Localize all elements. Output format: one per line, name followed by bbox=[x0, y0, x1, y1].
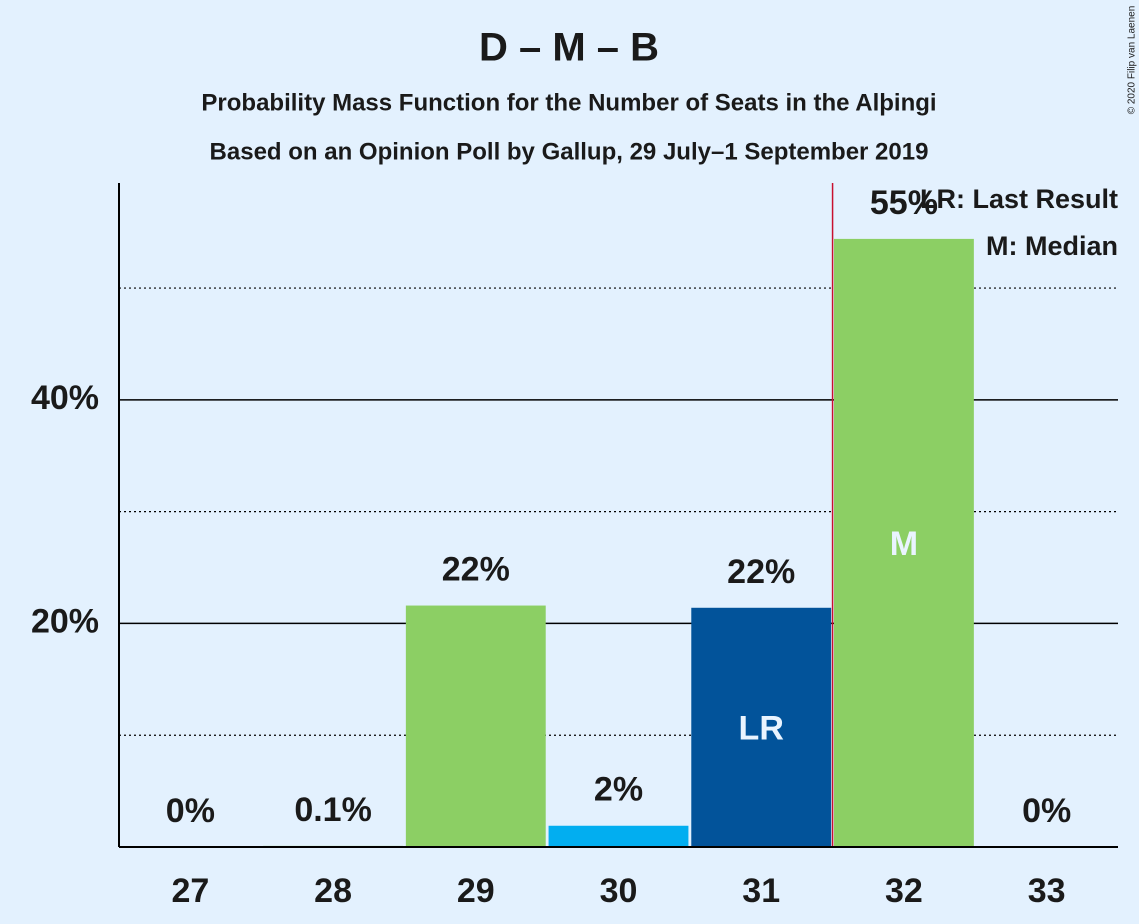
x-tick-label: 31 bbox=[742, 872, 780, 910]
data-label: 22% bbox=[442, 551, 510, 589]
bar bbox=[691, 607, 832, 847]
chart-subtitle: Probability Mass Function for the Number… bbox=[201, 89, 936, 116]
data-label: 0% bbox=[166, 792, 215, 830]
data-label: 22% bbox=[727, 553, 795, 591]
chart-subtitle: Based on an Opinion Poll by Gallup, 29 J… bbox=[210, 138, 929, 165]
bar bbox=[405, 605, 546, 847]
data-label: 55% bbox=[870, 184, 938, 222]
median-marker: M bbox=[890, 525, 918, 563]
x-tick-label: 28 bbox=[314, 872, 352, 910]
data-label: 0% bbox=[1022, 792, 1071, 830]
data-label: 0.1% bbox=[294, 791, 372, 829]
bar bbox=[833, 238, 974, 847]
x-tick-label: 33 bbox=[1028, 872, 1066, 910]
legend-entry: M: Median bbox=[986, 231, 1118, 261]
copyright: © 2020 Filip van Laenen bbox=[1127, 6, 1138, 115]
x-tick-label: 29 bbox=[457, 872, 495, 910]
data-label: 2% bbox=[594, 771, 643, 809]
bar bbox=[548, 825, 689, 847]
x-tick-label: 30 bbox=[600, 872, 638, 910]
legend-entry: LR: Last Result bbox=[920, 184, 1118, 214]
last_result-marker: LR bbox=[739, 709, 784, 747]
chart-title: D – M – B bbox=[479, 26, 659, 70]
y-tick-label: 40% bbox=[31, 379, 99, 417]
x-tick-label: 27 bbox=[171, 872, 209, 910]
y-tick-label: 20% bbox=[31, 602, 99, 640]
x-tick-label: 32 bbox=[885, 872, 923, 910]
